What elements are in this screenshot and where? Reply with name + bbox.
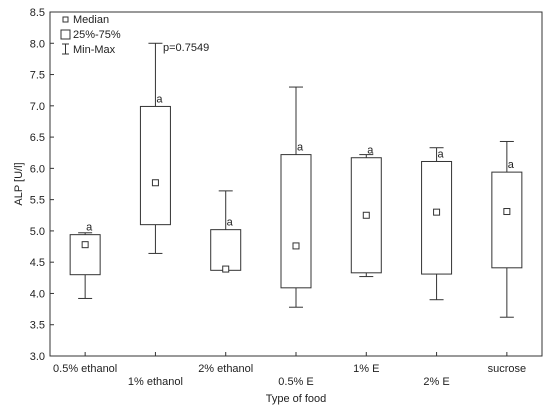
group-letter: a bbox=[156, 93, 163, 105]
box-group: a bbox=[350, 145, 382, 278]
x-tick-label: 2% E bbox=[423, 376, 449, 388]
x-axis: 0.5% ethanol 1% ethanol 2% ethanol 0.5% E 1%… bbox=[53, 352, 526, 388]
y-tick-label: 7.0 bbox=[30, 101, 45, 113]
y-tick-label: 5.0 bbox=[30, 226, 45, 238]
legend-iqr-marker bbox=[60, 29, 71, 40]
y-tick-label: 3.0 bbox=[30, 351, 45, 363]
y-axis-label: ALP [U/l] bbox=[13, 162, 25, 205]
y-tick-label: 4.5 bbox=[30, 257, 45, 269]
y-tick-label: 5.5 bbox=[30, 195, 45, 207]
group-letter: a bbox=[508, 159, 515, 171]
x-tick-label: 1% E bbox=[353, 363, 379, 375]
iqr-box bbox=[280, 154, 312, 289]
y-tick-label: 3.5 bbox=[30, 320, 45, 332]
group-letter: a bbox=[438, 148, 445, 160]
median-marker bbox=[292, 242, 300, 250]
box-group: a bbox=[139, 42, 171, 254]
y-tick-label: 4.0 bbox=[30, 288, 45, 300]
y-axis: 3.0 3.5 4.0 4.5 5.0 5.5 6.0 6.5 7.0 7.5 8.0 8.5 bbox=[30, 7, 54, 363]
box-group: a bbox=[491, 140, 523, 318]
box-group: a bbox=[210, 190, 242, 273]
box-group: a bbox=[421, 147, 453, 301]
legend-median-marker bbox=[62, 16, 69, 23]
iqr-box bbox=[210, 229, 242, 271]
y-tick-label: 8.0 bbox=[30, 38, 45, 50]
x-tick-label: 0.5% E bbox=[278, 376, 313, 388]
iqr-box bbox=[139, 105, 171, 226]
y-tick-label: 6.0 bbox=[30, 163, 45, 175]
x-tick-label: 2% ethanol bbox=[198, 363, 253, 375]
legend: Median 25%-75% Min-Max bbox=[60, 14, 121, 56]
group-letter: a bbox=[367, 145, 374, 157]
p-value-annotation: p=0.7549 bbox=[163, 42, 209, 54]
legend-iqr-label: 25%-75% bbox=[73, 29, 121, 41]
median-marker bbox=[81, 241, 89, 249]
box-group: a bbox=[69, 222, 101, 299]
y-tick-label: 6.5 bbox=[30, 132, 45, 144]
y-tick-label: 8.5 bbox=[30, 7, 45, 19]
median-marker bbox=[151, 179, 159, 187]
median-marker bbox=[503, 208, 511, 216]
median-marker bbox=[362, 211, 370, 219]
x-tick-label: sucrose bbox=[488, 363, 527, 375]
median-marker bbox=[433, 208, 441, 216]
median-marker bbox=[222, 265, 230, 273]
legend-range-label: Min-Max bbox=[73, 44, 116, 56]
iqr-box bbox=[421, 160, 453, 275]
iqr-box bbox=[69, 234, 101, 276]
box-group: a bbox=[280, 86, 312, 308]
legend-median-label: Median bbox=[73, 14, 109, 26]
iqr-box bbox=[491, 171, 523, 269]
x-tick-label: 1% ethanol bbox=[128, 376, 183, 388]
boxes: a a a a a a a bbox=[69, 42, 523, 318]
group-letter: a bbox=[227, 217, 234, 229]
x-tick-label: 0.5% ethanol bbox=[53, 363, 117, 375]
x-axis-label: Type of food bbox=[266, 393, 327, 405]
group-letter: a bbox=[297, 142, 304, 154]
group-letter: a bbox=[86, 222, 93, 234]
y-tick-label: 7.5 bbox=[30, 70, 45, 82]
